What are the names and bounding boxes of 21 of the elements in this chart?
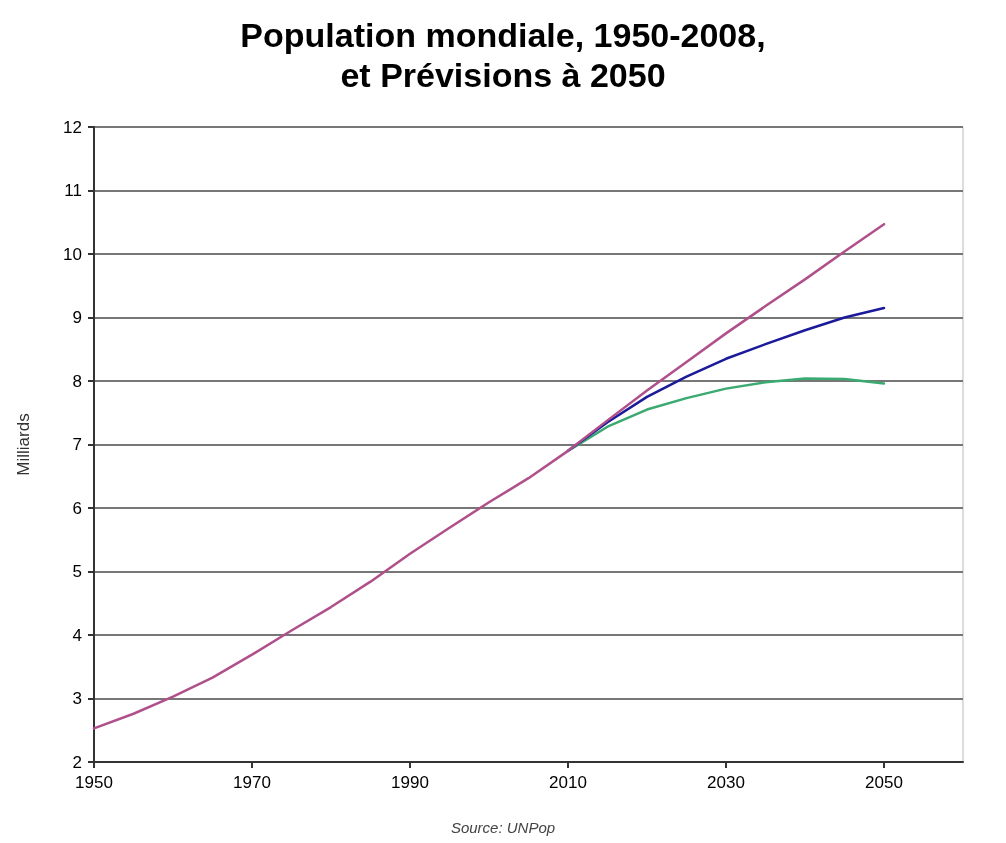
y-tick-label: 2: [72, 752, 82, 772]
chart-title: Population mondiale, 1950-2008, et Prévisions à 2050: [240, 16, 766, 94]
x-tick-label: 2050: [865, 773, 903, 792]
y-tick-label: 3: [72, 689, 82, 708]
y-tick-label: 5: [72, 562, 82, 581]
x-tick-label: 2030: [707, 773, 745, 792]
x-tick-label: 1970: [233, 773, 271, 792]
y-tick-label: 11: [64, 181, 82, 200]
y-tick-label: 8: [72, 371, 82, 391]
y-tick-label: 10: [63, 244, 82, 264]
y-tick-label: 9: [72, 308, 82, 327]
y-tick-label: 4: [72, 625, 82, 645]
y-tick-label: 7: [72, 435, 82, 454]
x-tick-label: 1950: [75, 773, 113, 792]
y-axis-title: Milliards: [14, 413, 33, 476]
source-note: Source: UNPop: [450, 819, 556, 836]
y-tick-label: 12: [63, 117, 82, 137]
y-tick-label: 6: [72, 498, 82, 518]
x-tick-label: 2010: [549, 773, 587, 792]
line-series: [92, 222, 886, 730]
x-tick-label: 1990: [391, 773, 429, 792]
